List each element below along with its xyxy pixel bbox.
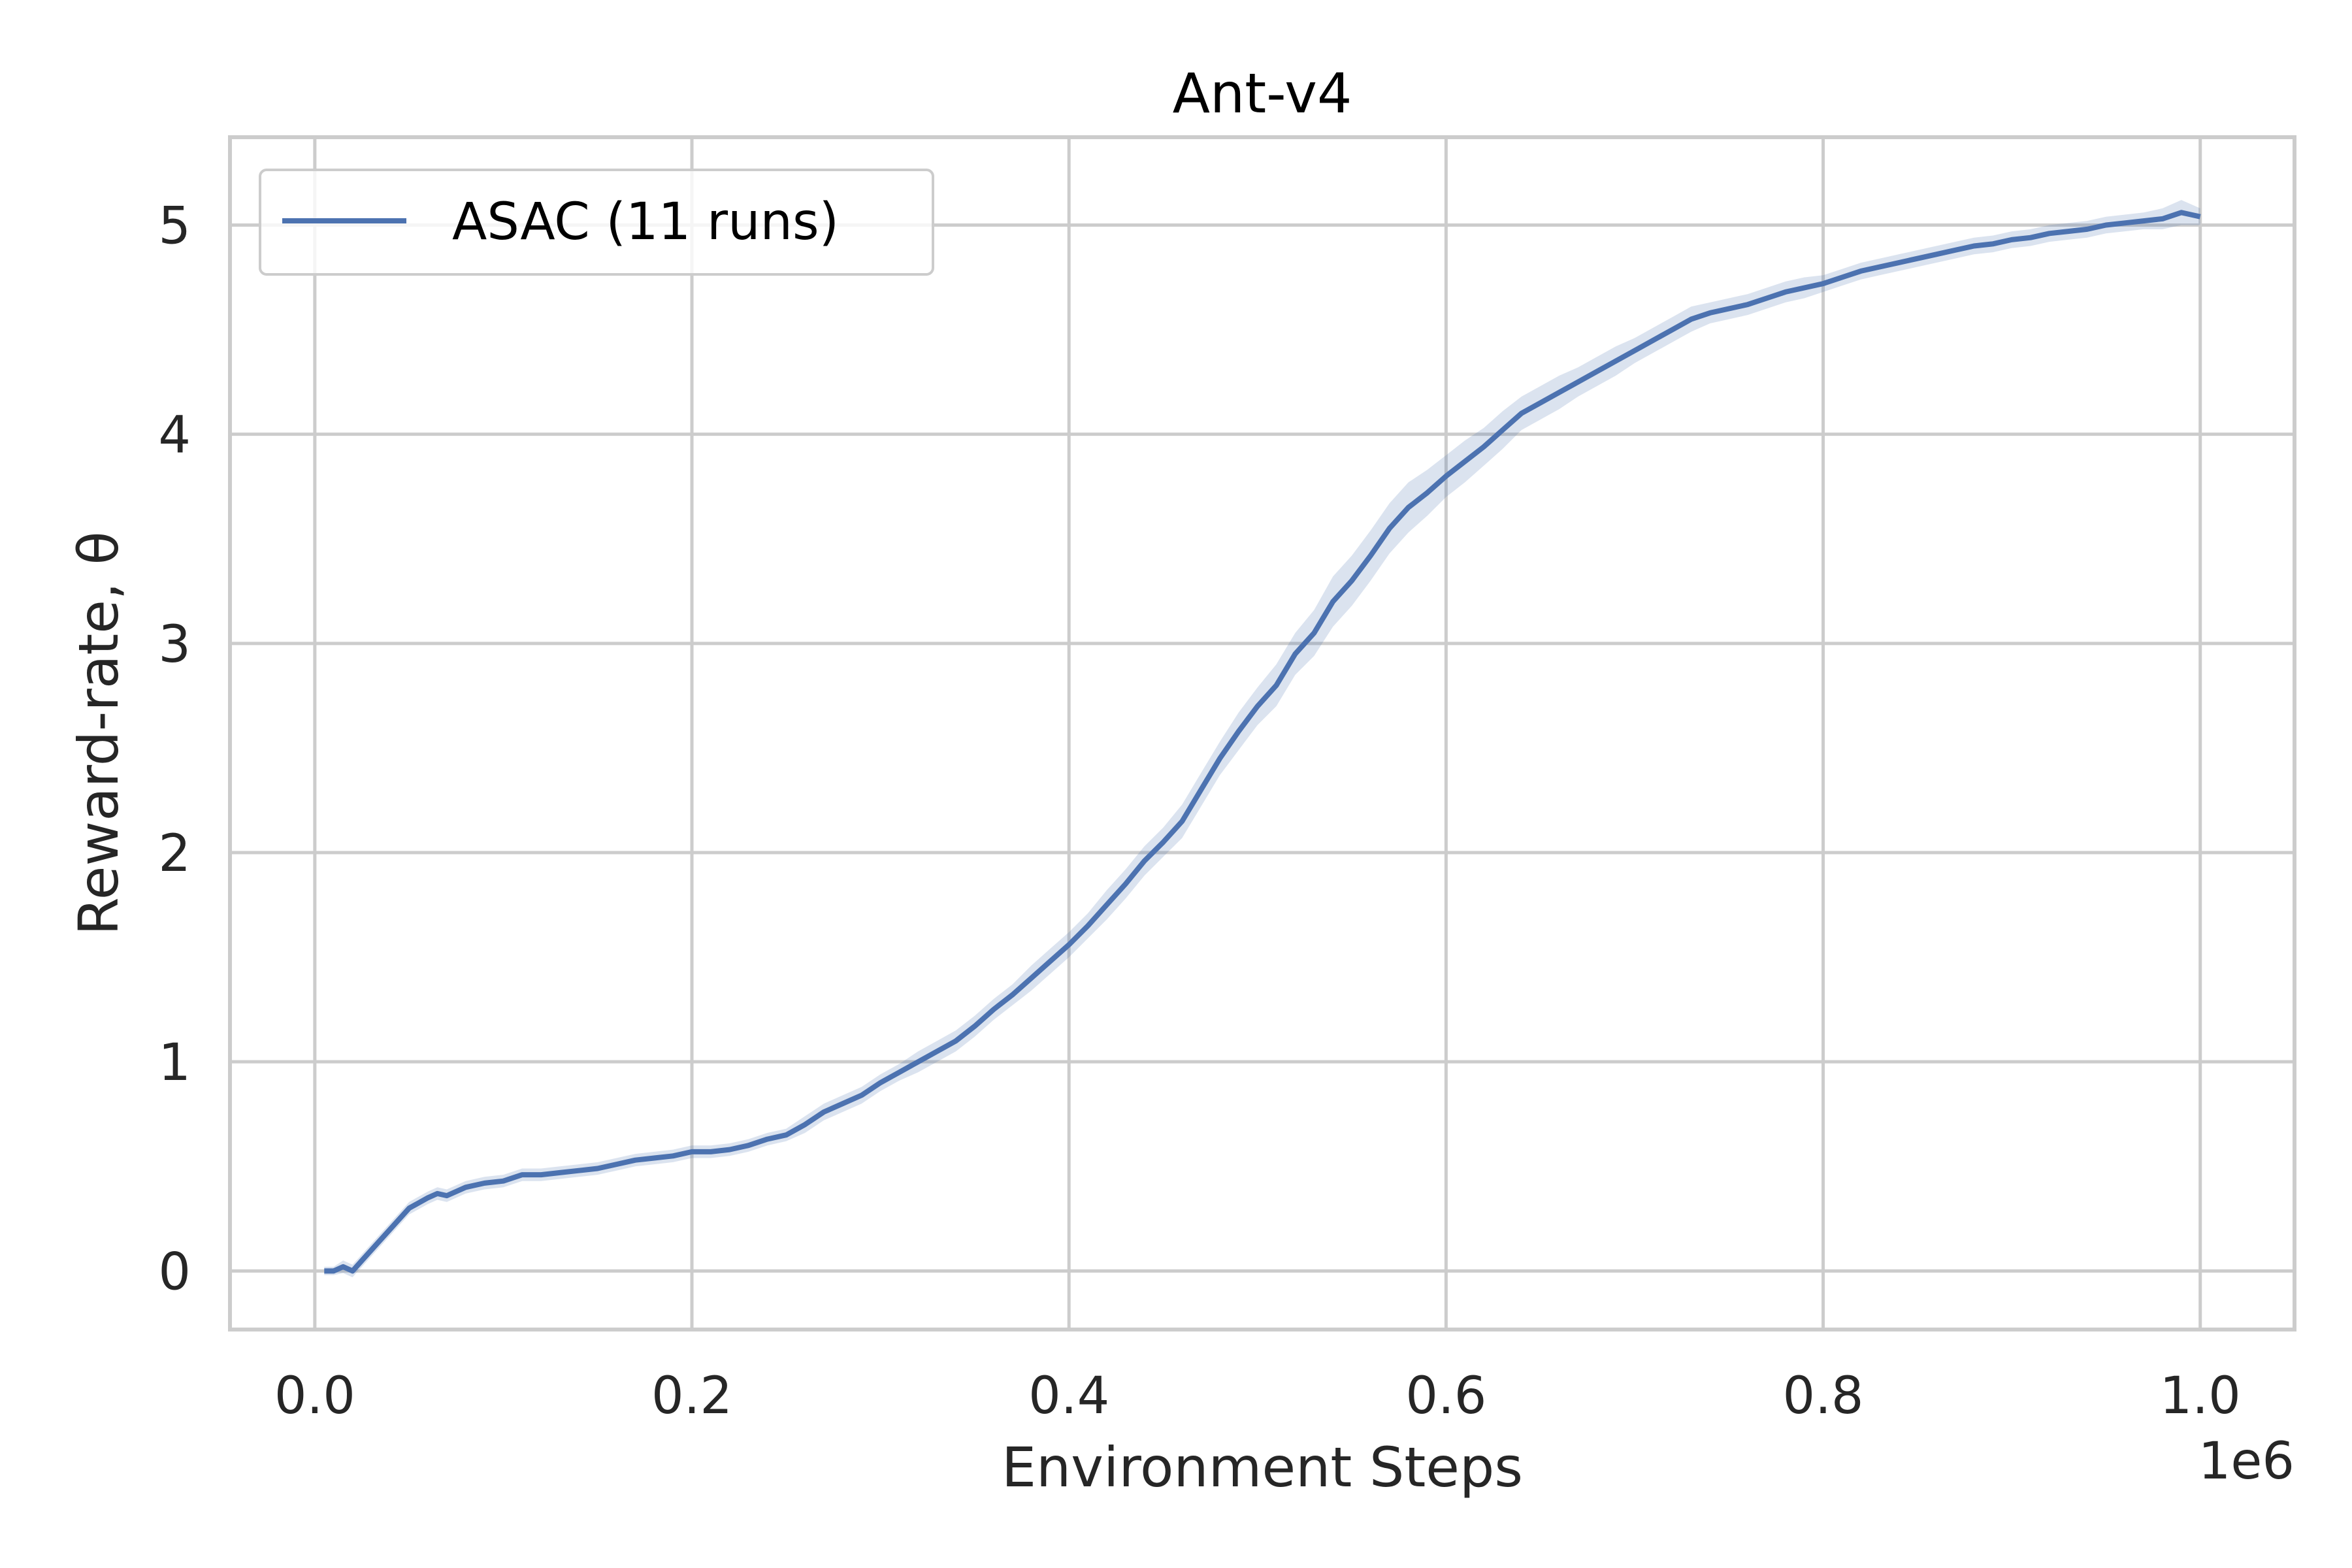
y-tick-label: 1 [158, 1034, 191, 1092]
plot-frame [228, 135, 2296, 1331]
x-tick-label: 0.0 [274, 1367, 355, 1426]
y-tick-label: 5 [158, 197, 191, 255]
series-line [324, 210, 2201, 1274]
grid [230, 137, 2295, 1330]
x-tick-label: 0.6 [1405, 1367, 1486, 1426]
legend-box [259, 169, 934, 276]
y-tick-labels: 0 1 2 3 4 5 [158, 197, 191, 1301]
y-tick-label: 0 [158, 1243, 191, 1301]
chart-title: Ant-v4 [1173, 61, 1352, 125]
x-tick-label: 0.8 [1783, 1367, 1864, 1426]
x-tick-label: 0.2 [651, 1367, 732, 1426]
y-tick-label: 3 [158, 615, 191, 674]
x-axis-offset-text: 1e6 [2198, 1432, 2295, 1491]
legend-label: ASAC (11 runs) [452, 193, 839, 252]
legend: ASAC (11 runs) [259, 169, 934, 276]
y-axis-label: Reward-rate, θ [67, 531, 131, 936]
x-axis-label: Environment Steps [1002, 1435, 1523, 1499]
x-tick-label: 1.0 [2160, 1367, 2241, 1426]
y-tick-label: 4 [158, 406, 191, 465]
series-line-group [324, 210, 2201, 1274]
x-tick-labels: 0.0 0.2 0.4 0.6 0.8 1.0 [274, 1367, 2241, 1426]
x-tick-label: 0.4 [1028, 1367, 1109, 1426]
y-tick-label: 2 [158, 825, 191, 883]
